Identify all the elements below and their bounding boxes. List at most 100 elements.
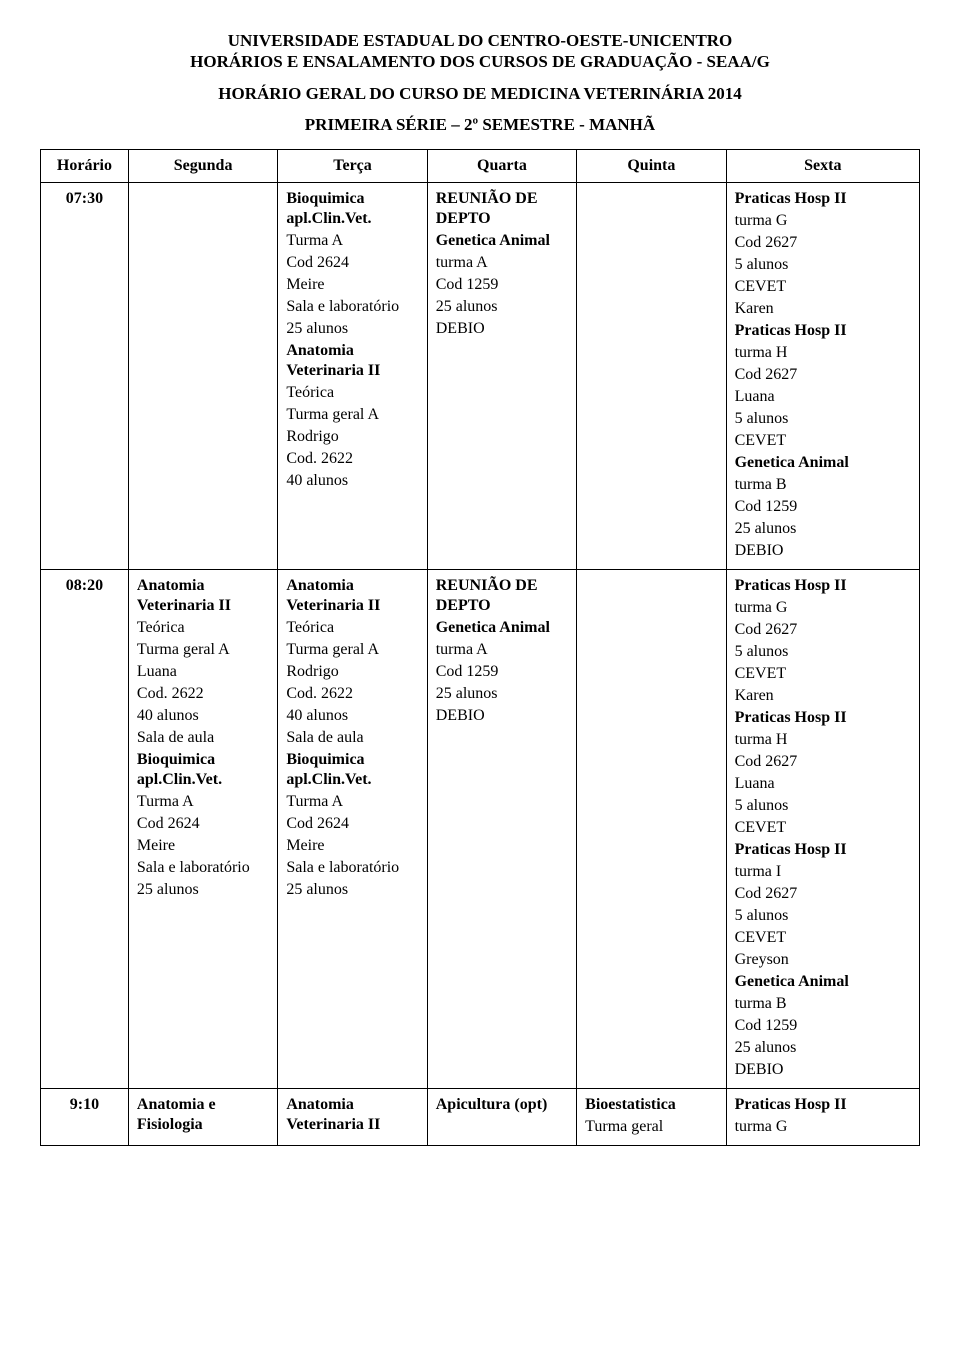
course-line: turma G [735,211,911,231]
course-title: Praticas Hosp II [735,576,911,596]
course-line: Karen [735,686,911,706]
course-line: CEVET [735,431,911,451]
course-line: 25 alunos [286,319,418,339]
course-line: 25 alunos [436,684,568,704]
course-line: 25 alunos [735,519,911,539]
course-line: Cod 1259 [735,1016,911,1036]
document-header: UNIVERSIDADE ESTADUAL DO CENTRO-OESTE-UN… [40,30,920,135]
course-line: 5 alunos [735,409,911,429]
course-line: turma A [436,253,568,273]
course-line: Turma A [137,792,269,812]
course-title: REUNIÃO DE DEPTO [436,576,568,616]
header-line-4: PRIMEIRA SÉRIE – 2º SEMESTRE - MANHÃ [40,114,920,135]
course-line: 25 alunos [137,880,269,900]
course-line: Rodrigo [286,662,418,682]
col-quinta: Quinta [577,150,726,183]
cell-time: 9:10 [41,1089,129,1146]
course-line: Cod. 2622 [137,684,269,704]
cell-segunda: Anatomia Veterinaria II Teórica Turma ge… [128,570,277,1089]
course-line: Cod. 2622 [286,449,418,469]
course-line: Greyson [735,950,911,970]
course-line: Teórica [286,383,418,403]
course-line: Turma A [286,792,418,812]
header-line-2: HORÁRIOS E ENSALAMENTO DOS CURSOS DE GRA… [40,51,920,72]
col-quarta: Quarta [427,150,576,183]
course-line: Meire [286,275,418,295]
course-line: DEBIO [735,1060,911,1080]
course-line: turma G [735,598,911,618]
course-title: Anatomia Veterinaria II [286,341,418,381]
course-title: Bioquimica apl.Clin.Vet. [286,750,418,790]
course-line: Turma A [286,231,418,251]
cell-quinta [577,183,726,570]
col-segunda: Segunda [128,150,277,183]
course-line: Cod 2627 [735,752,911,772]
cell-quarta: REUNIÃO DE DEPTO Genetica Animal turma A… [427,183,576,570]
course-title: Praticas Hosp II [735,840,911,860]
course-line: turma B [735,475,911,495]
col-sexta: Sexta [726,150,919,183]
course-line: DEBIO [735,541,911,561]
header-line-3: HORÁRIO GERAL DO CURSO DE MEDICINA VETER… [40,83,920,104]
course-title: Bioquimica apl.Clin.Vet. [137,750,269,790]
course-line: 40 alunos [286,471,418,491]
course-line: 25 alunos [436,297,568,317]
course-line: CEVET [735,818,911,838]
course-line: 5 alunos [735,796,911,816]
table-row: 08:20 Anatomia Veterinaria II Teórica Tu… [41,570,920,1089]
cell-segunda [128,183,277,570]
course-title: Anatomia Veterinaria II [137,576,269,616]
course-line: Teórica [137,618,269,638]
cell-quarta: Apicultura (opt) [427,1089,576,1146]
course-line: CEVET [735,277,911,297]
course-title: Praticas Hosp II [735,321,911,341]
course-title: Praticas Hosp II [735,189,911,209]
course-line: Luana [137,662,269,682]
course-title: Anatomia e Fisiologia [137,1095,269,1135]
cell-time: 07:30 [41,183,129,570]
course-line: turma H [735,730,911,750]
header-line-1: UNIVERSIDADE ESTADUAL DO CENTRO-OESTE-UN… [40,30,920,51]
course-title: Praticas Hosp II [735,1095,911,1115]
cell-terca: Anatomia Veterinaria II [278,1089,427,1146]
course-line: CEVET [735,664,911,684]
course-line: Cod 2627 [735,365,911,385]
course-line: Turma geral A [286,405,418,425]
course-line: Cod 1259 [436,662,568,682]
cell-sexta: Praticas Hosp II turma G Cod 2627 5 alun… [726,570,919,1089]
course-line: Sala e laboratório [286,858,418,878]
cell-quarta: REUNIÃO DE DEPTO Genetica Animal turma A… [427,570,576,1089]
course-line: Cod 2624 [286,814,418,834]
course-line: 40 alunos [286,706,418,726]
course-title: Genetica Animal [436,618,568,638]
course-line: Luana [735,774,911,794]
course-line: 5 alunos [735,906,911,926]
course-line: Meire [137,836,269,856]
course-line: turma H [735,343,911,363]
cell-segunda: Anatomia e Fisiologia [128,1089,277,1146]
course-line: Meire [286,836,418,856]
course-line: Cod. 2622 [286,684,418,704]
course-line: Cod 2627 [735,884,911,904]
course-line: Sala e laboratório [286,297,418,317]
course-line: turma A [436,640,568,660]
course-line: Karen [735,299,911,319]
course-line: DEBIO [436,319,568,339]
col-horario: Horário [41,150,129,183]
course-line: Cod 2624 [137,814,269,834]
cell-quinta [577,570,726,1089]
course-line: CEVET [735,928,911,948]
course-line: 40 alunos [137,706,269,726]
course-line: DEBIO [436,706,568,726]
course-title: Genetica Animal [735,972,911,992]
course-title: Bioestatistica [585,1095,717,1115]
course-line: 5 alunos [735,642,911,662]
course-line: Sala de aula [137,728,269,748]
course-line: Sala e laboratório [137,858,269,878]
course-line: Sala de aula [286,728,418,748]
course-line: turma I [735,862,911,882]
course-title: REUNIÃO DE DEPTO [436,189,568,229]
cell-terca: Bioquimica apl.Clin.Vet. Turma A Cod 262… [278,183,427,570]
course-line: Turma geral A [286,640,418,660]
course-line: Luana [735,387,911,407]
